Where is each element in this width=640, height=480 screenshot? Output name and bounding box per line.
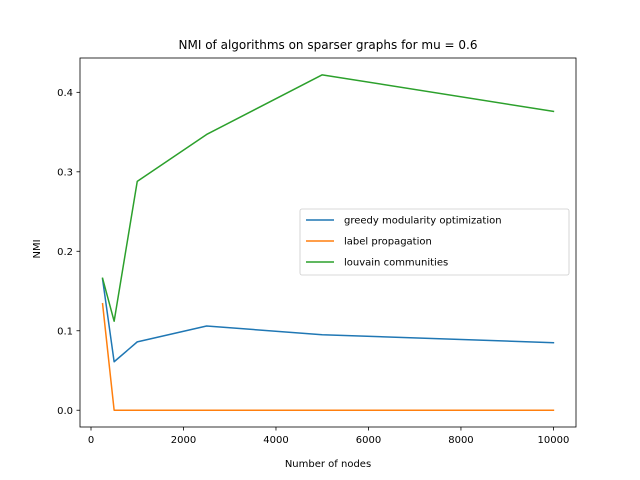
y-tick-label: 0.3	[57, 167, 73, 178]
chart-title: NMI of algorithms on sparser graphs for …	[179, 38, 478, 52]
x-tick-label: 8000	[448, 435, 473, 446]
series-line-1	[101, 302, 555, 411]
legend: greedy modularity optimization label prop…	[299, 208, 570, 276]
y-tick-label: 0.2	[57, 247, 73, 258]
legend-label-0: greedy modularity optimization	[344, 216, 502, 227]
y-axis-label: NMI	[32, 239, 43, 258]
axes-layer: 0 2000 4000 6000 8000 10000 0.0 0.1 0.2 0.3 0.4	[57, 57, 577, 446]
legend-label-2: louvain communities	[344, 258, 448, 269]
plot-frame	[79, 57, 577, 428]
legend-box	[299, 208, 570, 276]
y-tick-label: 0.0	[57, 406, 73, 417]
plot-marks	[101, 74, 555, 411]
x-tick-label: 0	[88, 435, 94, 446]
legend-label-1: label propagation	[344, 237, 432, 248]
x-tick-label: 10000	[538, 435, 570, 446]
x-tick-label: 4000	[263, 435, 288, 446]
x-axis-label: Number of nodes	[285, 459, 371, 470]
y-tick-label: 0.1	[57, 326, 73, 337]
y-tick-label: 0.4	[57, 88, 73, 99]
series-line-0	[101, 278, 555, 363]
x-tick-label: 6000	[356, 435, 381, 446]
x-tick-label: 2000	[171, 435, 196, 446]
series-line-2	[101, 74, 555, 322]
